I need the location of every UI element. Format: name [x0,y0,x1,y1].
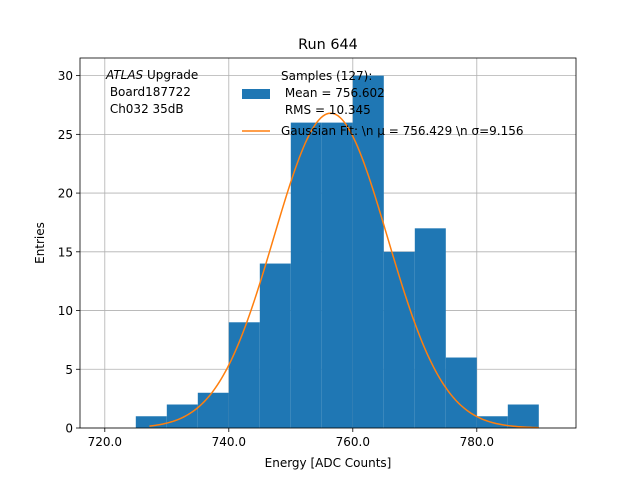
legend-histogram-label-3: RMS = 10.345 [281,103,371,117]
legend-fit-label: Gaussian Fit: \n μ = 756.429 \n σ=9.156 [281,124,524,138]
y-tick-label: 15 [58,245,73,259]
legend-histogram-label-2: Mean = 756.602 [281,86,385,100]
histogram-bar [228,322,260,428]
histogram-bar [383,251,415,428]
histogram-bar [197,392,229,428]
histogram-bar [414,228,446,428]
histogram-bar [507,404,539,428]
annotation-line-3: Ch032 35dB [106,102,184,116]
y-tick-label: 30 [58,69,73,83]
axes-frame [79,57,577,429]
histogram-bar [290,122,322,428]
y-tick-label: 5 [65,363,73,377]
histogram-bar [352,75,384,428]
y-tick-label: 20 [58,187,73,201]
x-axis-ticks: 720.0 740.0 760.0 780.0 [88,428,494,449]
annotation-line-2: Board187722 [106,85,191,99]
legend: Samples (127): Mean = 756.602 RMS = 10.3… [242,69,524,138]
annotation-rest: Upgrade [143,68,198,82]
gaussian-fit-line [149,112,539,429]
atlas-annotation: ATLAS Upgrade Board187722 Ch032 35dB [105,68,198,116]
x-tick-label: 760.0 [336,435,370,449]
y-axis-label: Entries [33,222,47,264]
legend-histogram-patch [242,89,270,99]
y-tick-label: 25 [58,128,73,142]
x-tick-label: 780.0 [460,435,494,449]
histogram-bar [321,122,353,428]
x-axis-label: Energy [ADC Counts] [265,456,392,470]
legend-histogram-label-1: Samples (127): [281,69,372,83]
histogram-bar [445,357,477,428]
annotation-italic: ATLAS [105,68,144,82]
histogram-bar [166,404,198,428]
histogram-bar [259,263,291,428]
y-tick-label: 0 [65,422,73,436]
y-tick-label: 10 [58,304,73,318]
y-axis-ticks: 0 5 10 15 20 25 30 [58,69,80,436]
histogram-bar [135,416,167,428]
annotation-line-1: ATLAS Upgrade [105,68,198,82]
chart-title: Run 644 [298,37,358,53]
histogram-bars [135,75,539,428]
x-tick-label: 720.0 [88,435,122,449]
x-tick-label: 740.0 [212,435,246,449]
